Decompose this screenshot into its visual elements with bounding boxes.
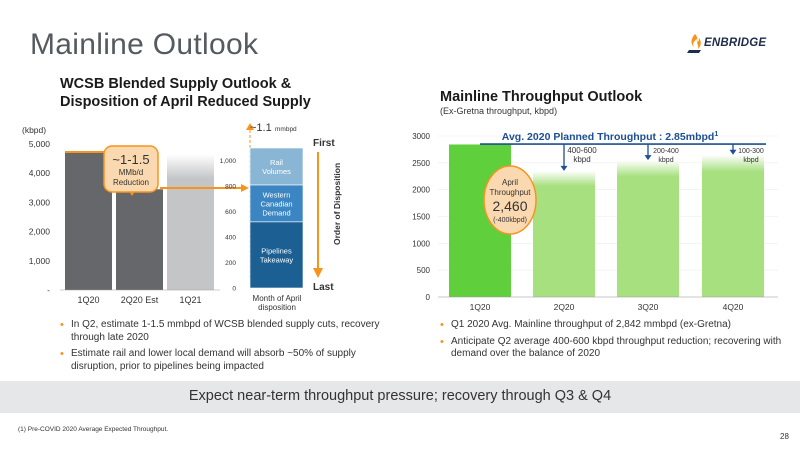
x-tick-label: 1Q20 [470, 302, 491, 312]
reduction-label-line1: 200-400 [653, 148, 679, 155]
y-axis-ticks: - 1,000 2,000 3,000 4,000 5,000 [29, 139, 51, 295]
stack-segment [249, 184, 304, 223]
x-tick-label: 2Q20 Est [121, 295, 159, 305]
april-badge-line1: April [502, 178, 518, 187]
x-axis-labels: 1Q20 2Q20 Est 1Q21 [77, 295, 201, 305]
y-tick-label: 200 [225, 260, 236, 267]
y-tick-label: 4,000 [29, 168, 51, 178]
disposition-xlabel-line1: Month of April [253, 294, 302, 303]
x-tick-label: 4Q20 [723, 302, 744, 312]
segment-label: Takeaway [260, 255, 294, 264]
wcsb-supply-chart: (kbpd) - 1,000 2,000 3,000 4,000 5,000 1Q20 2Q… [22, 122, 342, 312]
reduction-label-line2: kbpd [743, 157, 758, 164]
reduction-label-line1: 400-600 [567, 146, 597, 155]
april-badge-delta: (-400kbpd) [493, 217, 527, 224]
x-tick-label: 1Q20 [77, 295, 99, 305]
y-tick-label: 1,000 [29, 256, 51, 266]
y-tick-label: 2000 [412, 186, 430, 195]
x-tick-label: 1Q21 [179, 295, 201, 305]
y-tick-label: 0 [426, 293, 431, 302]
bar [167, 154, 214, 290]
segment-label: Western [263, 190, 291, 199]
y-tick-label: 1000 [412, 239, 430, 248]
left-bullet-1: In Q2, estimate 1-1.5 mmbpd of WCSB blen… [60, 319, 390, 344]
y-tick-label: 600 [225, 209, 236, 216]
disposition-xlabel-line2: disposition [258, 303, 296, 312]
mainline-throughput-chart: 0 500 1000 1500 2000 2500 3000 1Q20 2Q20 3Q20 4Q2… [412, 131, 778, 312]
reduction-callout [103, 145, 159, 193]
reduction-label-line2: kbpd [573, 155, 590, 164]
y-tick-label: 1500 [412, 213, 430, 222]
x-axis-labels: 1Q20 2Q20 3Q20 4Q20 [470, 302, 744, 312]
stack-segment [249, 147, 304, 186]
enbridge-flame-icon [687, 34, 701, 53]
disposition-total-unit: mmbpd [275, 126, 297, 133]
left-bullet-2: Estimate rail and lower local demand wil… [60, 348, 390, 373]
reduction-arrowhead [560, 165, 568, 171]
y-tick-label: 2500 [412, 159, 430, 168]
summary-banner [0, 381, 800, 413]
y-tick-label: 0 [232, 286, 236, 293]
planned-throughput-label: Avg. 2020 Planned Throughput : 2.85mbpd1 [502, 131, 719, 143]
page-title: Mainline Outlook [30, 28, 259, 61]
left-bullets: In Q2, estimate 1-1.5 mmbpd of WCSB blen… [60, 319, 390, 377]
bar [617, 160, 679, 297]
x-tick-label: 3Q20 [638, 302, 659, 312]
segment-label: Demand [262, 208, 290, 217]
reduction-arrowhead [644, 155, 652, 161]
footnote: (1) Pre-COVID 2020 Average Expected Thro… [18, 426, 169, 433]
bar [702, 154, 764, 297]
right-chart-title: Mainline Throughput Outlook [440, 89, 643, 105]
reduction-arrowhead [729, 149, 737, 155]
y-tick-label: 3,000 [29, 197, 51, 207]
april-badge-value: 2,460 [492, 198, 527, 214]
segment-label: Rail [270, 158, 283, 167]
april-throughput-badge: April Throughput 2,460 (-400kbpd) [483, 165, 537, 235]
left-chart-title-line1: WCSB Blended Supply Outlook & [60, 76, 292, 92]
first-label: First [313, 138, 335, 149]
left-chart-title: WCSB Blended Supply Outlook & Dispositio… [60, 75, 311, 111]
callout-unit: MMb/d [119, 168, 143, 177]
disposition-total-value: ~1.1 [250, 122, 272, 134]
y-tick-label: 1,000 [220, 158, 237, 165]
y-tick-label: 5,000 [29, 139, 51, 149]
x-tick-label: 2Q20 [554, 302, 575, 312]
april-badge-ellipse [483, 165, 537, 235]
order-axis-title: Order of Disposition [332, 163, 342, 245]
april-badge-line2: Throughput [490, 188, 532, 197]
segment-label: Pipelines [261, 246, 292, 255]
right-bullet-2: Anticipate Q2 average 400-600 kbpd throu… [440, 336, 790, 361]
right-bullets: Q1 2020 Avg. Mainline throughput of 2,84… [440, 319, 790, 365]
connector-arrowhead [241, 184, 249, 192]
y-tick-label: 800 [225, 184, 236, 191]
logo-text: ENBRIDGE [704, 37, 767, 49]
y-tick-label: - [47, 285, 50, 295]
summary-banner-text: Expect near-term throughput pressure; re… [188, 388, 612, 404]
bar [116, 189, 163, 290]
bar [533, 170, 595, 297]
right-chart-subtitle: (Ex-Gretna throughput, kbpd) [440, 106, 558, 116]
enbridge-logo: ENBRIDGE [686, 33, 772, 55]
disposition-y-ticks: 0 200 400 600 800 1,000 [220, 158, 237, 292]
y-tick-label: 400 [225, 235, 236, 242]
order-arrowhead [313, 268, 323, 278]
segment-label: Volumes [262, 167, 291, 176]
y-axis-unit-label: (kbpd) [22, 125, 46, 135]
last-label: Last [313, 282, 334, 293]
bracket-arrowhead [246, 123, 254, 130]
y-tick-label: 3000 [412, 132, 430, 141]
callout-label: Reduction [113, 178, 149, 187]
y-tick-label: 500 [417, 266, 431, 275]
segment-label: Canadian [260, 199, 292, 208]
left-chart-title-line2: Disposition of April Reduced Supply [60, 94, 311, 110]
y-tick-label: 2,000 [29, 227, 51, 237]
callout-value: ~1-1.5 [112, 152, 149, 167]
reduction-label-line2: kbpd [658, 157, 673, 164]
right-bullet-1: Q1 2020 Avg. Mainline throughput of 2,84… [440, 319, 790, 332]
page-number: 28 [780, 432, 789, 441]
reduction-label-line1: 100-300 [738, 148, 764, 155]
